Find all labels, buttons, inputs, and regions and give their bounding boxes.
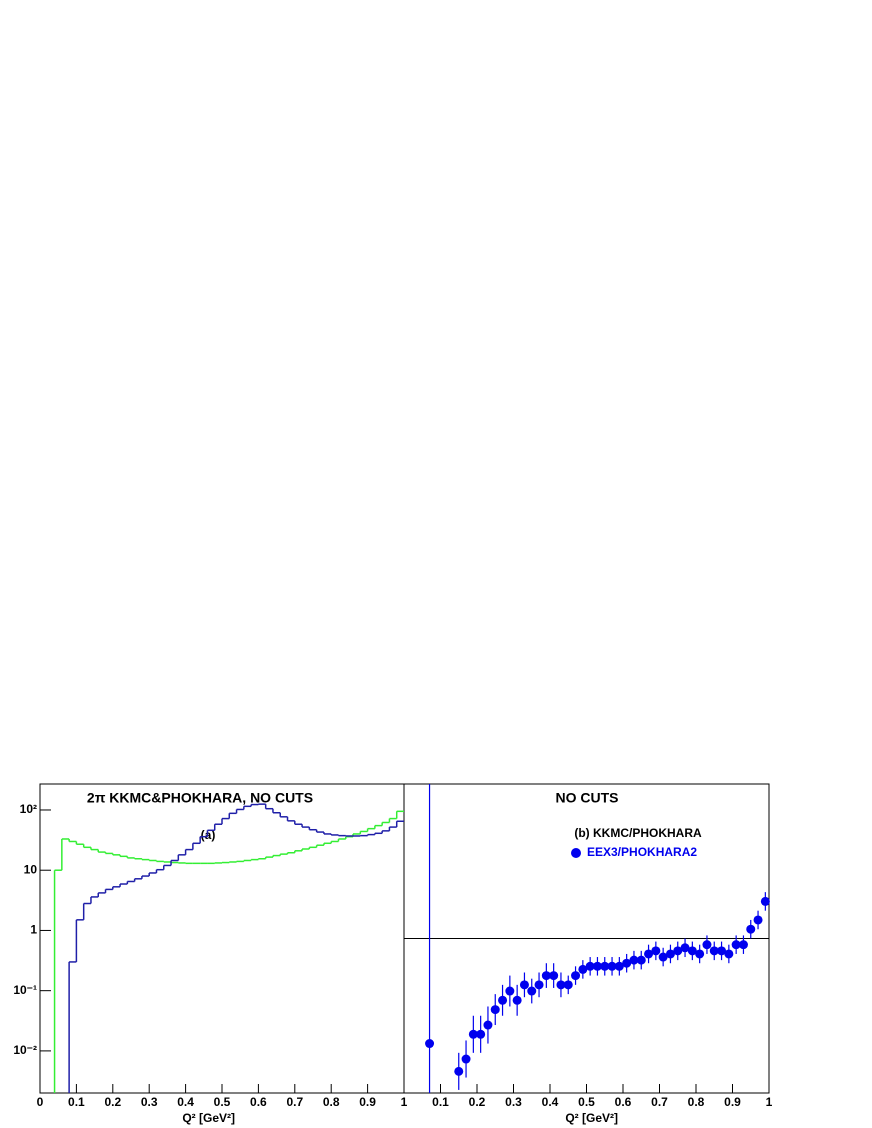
legend-label: EEX3/PHOKHARA2 (587, 845, 697, 859)
data-point (585, 961, 595, 971)
x-tick-label: 0.3 (505, 1095, 522, 1109)
data-point (658, 952, 668, 962)
chart-title: NO CUTS (556, 790, 619, 806)
x-tick-label: 0.5 (214, 1095, 231, 1109)
x-tick-label: 0.5 (578, 1095, 595, 1109)
x-tick-label: 0.8 (323, 1095, 340, 1109)
data-point (600, 961, 610, 971)
x-tick-label: 0.2 (469, 1095, 486, 1109)
data-point (622, 958, 632, 968)
y-tick-label: 10⁻¹ (13, 983, 37, 997)
y-tick-label: 10 (24, 862, 38, 876)
data-point (592, 961, 602, 971)
data-point (746, 924, 756, 934)
y-tick-label: 1 (30, 923, 37, 937)
x-tick-label: 0.3 (141, 1095, 158, 1109)
x-tick-label: 0.4 (542, 1095, 559, 1109)
x-tick-label: 0.1 (68, 1095, 85, 1109)
data-point (549, 971, 559, 981)
data-point (556, 980, 566, 990)
x-tick-label: 0.4 (177, 1095, 194, 1109)
x-tick-label: 0.2 (104, 1095, 121, 1109)
data-point (738, 940, 748, 950)
data-point (709, 946, 719, 956)
data-point (541, 971, 551, 981)
x-tick-label: 0 (37, 1095, 44, 1109)
x-tick-label: 1 (401, 1095, 408, 1109)
x-tick-label: 0.7 (651, 1095, 668, 1109)
data-point (607, 961, 617, 971)
data-point (753, 915, 763, 925)
data-point (425, 1039, 435, 1049)
data-point (614, 961, 624, 971)
data-point (490, 1005, 500, 1015)
y-tick-label: 10² (20, 802, 37, 816)
legend-marker (571, 848, 581, 858)
y-tick-label: 10⁻² (13, 1043, 37, 1057)
data-point (680, 943, 690, 953)
data-point (702, 940, 712, 950)
data-point (644, 949, 654, 959)
data-point (512, 995, 522, 1005)
x-tick-label: 0.8 (688, 1095, 705, 1109)
data-point (527, 986, 537, 996)
data-point (578, 964, 588, 974)
data-point (687, 946, 697, 956)
data-point (483, 1020, 493, 1030)
x-tick-label: 0.6 (615, 1095, 632, 1109)
x-axis-label: Q² [GeV²] (182, 1111, 235, 1125)
data-point (665, 949, 675, 959)
data-point (461, 1054, 471, 1064)
x-tick-label: 0.6 (250, 1095, 267, 1109)
data-point (571, 971, 581, 981)
x-tick-label: 0.9 (724, 1095, 741, 1109)
x-tick-label: 0.9 (359, 1095, 376, 1109)
data-point (519, 980, 529, 990)
x-axis-label: Q² [GeV²] (565, 1111, 618, 1125)
data-point (534, 980, 544, 990)
data-point (651, 946, 661, 956)
data-point (673, 946, 683, 956)
data-point (498, 995, 508, 1005)
data-point (760, 896, 770, 906)
chart-title: 2π KKMC&PHOKHARA, NO CUTS (87, 790, 313, 806)
x-tick-label: 1 (766, 1095, 773, 1109)
data-point (468, 1029, 478, 1039)
data-point (724, 949, 734, 959)
data-point (695, 949, 705, 959)
data-point (629, 955, 639, 965)
data-point (636, 955, 646, 965)
data-point (476, 1029, 486, 1039)
data-point (563, 980, 573, 990)
data-point (731, 940, 741, 950)
x-tick-label: 0.7 (286, 1095, 303, 1109)
frame-left (39, 783, 405, 1094)
data-point (454, 1066, 464, 1076)
annotation: (b) KKMC/PHOKHARA (574, 826, 702, 840)
data-point (717, 946, 727, 956)
data-point (505, 986, 515, 996)
x-tick-label: 0.1 (432, 1095, 449, 1109)
